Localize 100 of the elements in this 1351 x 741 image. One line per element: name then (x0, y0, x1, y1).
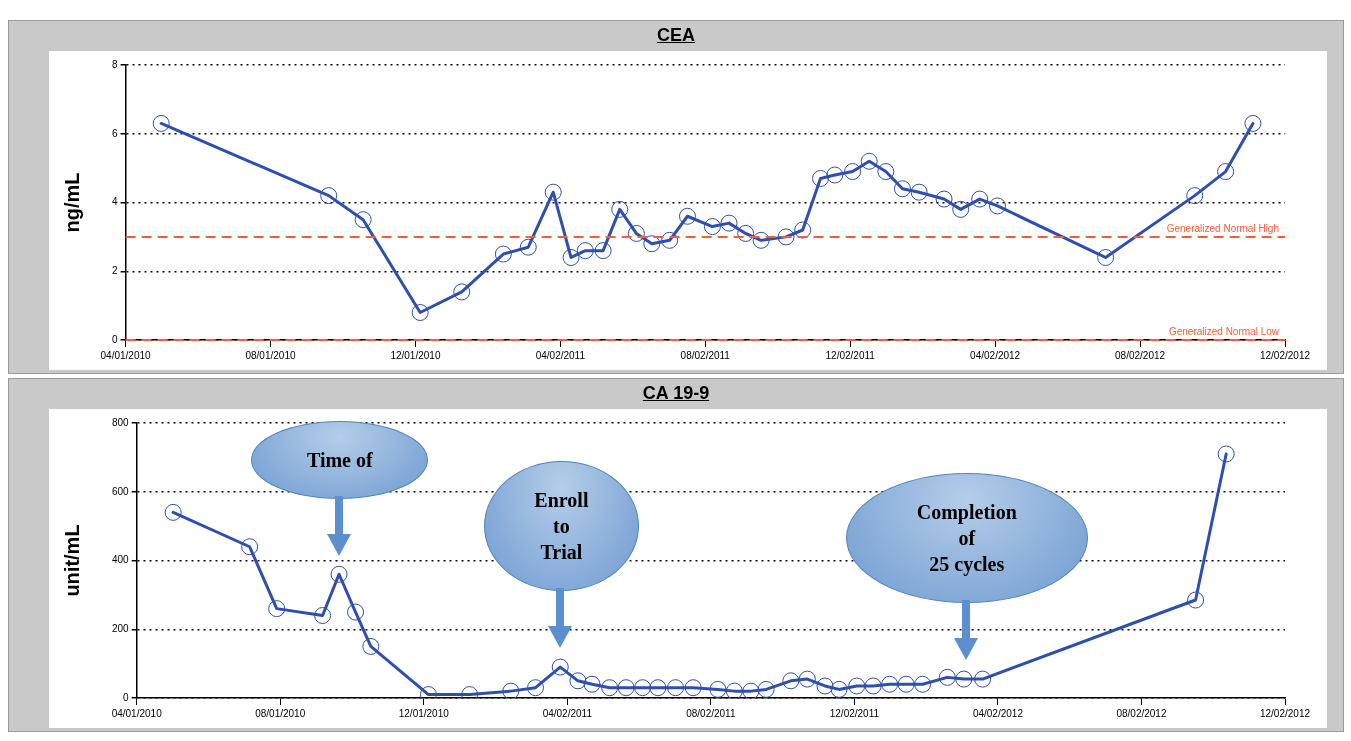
point (782, 672, 800, 690)
point (860, 152, 878, 170)
x-tick-label: 12/01/2010 (398, 707, 450, 719)
point (757, 680, 775, 698)
y-tick-label: 600 (112, 485, 130, 497)
y-tick-label: 800 (112, 416, 130, 428)
point (989, 197, 1007, 215)
ref-line-label: Generalized Normal High (1166, 222, 1279, 234)
x-tick-label: 08/02/2012 (1116, 707, 1167, 719)
point (881, 675, 899, 693)
x-tick-label: 04/02/2012 (970, 349, 1021, 361)
x-tick-label: 12/02/2012 (1259, 349, 1311, 361)
point (737, 224, 755, 242)
y-tick-label: 200 (112, 623, 130, 634)
point (661, 231, 679, 249)
x-tick-label: 12/02/2011 (825, 349, 876, 361)
point (935, 190, 953, 208)
x-tick-label: 12/01/2010 (390, 349, 441, 361)
x-tick-label: 08/01/2010 (255, 707, 306, 719)
point (601, 679, 619, 697)
point (330, 565, 348, 583)
point (551, 658, 569, 676)
point (910, 183, 928, 201)
x-tick-label: 08/02/2011 (680, 349, 731, 361)
point (816, 677, 834, 695)
point (848, 677, 866, 695)
point (720, 214, 738, 232)
chart-title: CEA (656, 25, 696, 46)
point (314, 607, 332, 624)
point (725, 682, 743, 698)
x-tick-label: 04/02/2011 (542, 707, 593, 719)
point (703, 218, 721, 236)
y-tick-label: 8 (112, 58, 118, 70)
point (519, 238, 537, 256)
point (362, 637, 380, 655)
point (709, 680, 727, 698)
point (752, 231, 770, 249)
point (569, 672, 587, 690)
x-tick-label: 04/01/2010 (111, 707, 163, 719)
point (494, 245, 512, 263)
point (594, 242, 612, 260)
point (617, 679, 635, 697)
point (354, 211, 372, 229)
y-tick-label: 0 (112, 333, 118, 345)
point (830, 680, 848, 698)
y-tick-label: 0 (123, 691, 130, 703)
point (527, 679, 545, 697)
point (684, 679, 702, 697)
x-tick-label: 04/02/2012 (972, 707, 1024, 719)
point (320, 187, 338, 205)
point (562, 249, 580, 266)
point (974, 670, 992, 688)
point (544, 183, 562, 201)
point (634, 679, 652, 697)
point (152, 114, 170, 132)
point (627, 224, 645, 242)
x-tick-label: 12/02/2011 (829, 707, 880, 719)
point (742, 682, 760, 698)
x-tick-label: 12/02/2012 (1259, 707, 1311, 719)
point (971, 190, 989, 208)
x-tick-label: 08/02/2011 (686, 707, 736, 719)
y-axis-title: ng/mL (60, 172, 83, 233)
y-tick-label: 6 (112, 127, 118, 139)
point (952, 200, 970, 218)
point (955, 670, 973, 688)
point (453, 283, 471, 301)
point (877, 163, 895, 181)
point (897, 675, 915, 693)
point (1217, 163, 1235, 181)
x-tick-label: 08/02/2012 (1115, 349, 1166, 361)
point (241, 538, 259, 556)
point (826, 166, 844, 184)
x-tick-label: 04/02/2011 (535, 349, 586, 361)
point (1186, 187, 1204, 205)
point (1187, 591, 1205, 609)
point (777, 228, 795, 246)
x-tick-label: 08/01/2010 (245, 349, 296, 361)
point (643, 235, 661, 253)
point (812, 169, 830, 187)
annotation: Completion of 25 cycles (845, 473, 1088, 604)
y-tick-label: 400 (112, 554, 130, 566)
y-tick-label: 2 (112, 265, 118, 276)
point (938, 668, 956, 686)
point (893, 180, 911, 198)
point (914, 675, 932, 693)
annotation: Time of (251, 420, 429, 499)
point (678, 207, 696, 225)
point (611, 200, 629, 218)
point (864, 677, 882, 695)
point (649, 679, 667, 697)
x-tick-label: 04/01/2010 (100, 349, 152, 361)
y-tick-label: 4 (112, 196, 118, 208)
point (1217, 445, 1235, 463)
point (347, 603, 365, 621)
ref-line-label: Generalized Normal Low (1168, 325, 1280, 337)
point (583, 675, 601, 693)
point (794, 221, 812, 239)
point (576, 242, 594, 260)
point (502, 682, 520, 698)
annotation: Enroll to Trial (484, 460, 639, 591)
